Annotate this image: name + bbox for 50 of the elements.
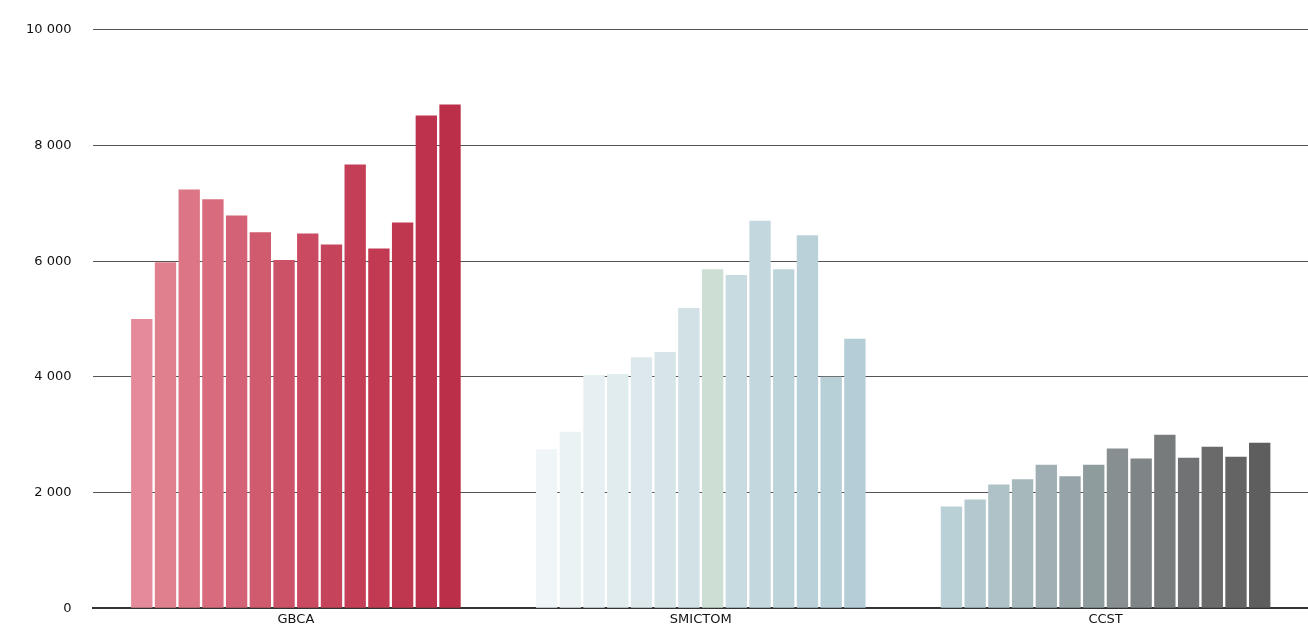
- bar: [701, 269, 724, 608]
- bar: [368, 248, 390, 608]
- bar: [1201, 446, 1223, 608]
- bar: [249, 232, 272, 608]
- bar: [630, 357, 653, 608]
- bar: [1106, 448, 1129, 608]
- bar: [583, 375, 605, 608]
- bar: [273, 260, 295, 608]
- bar: [820, 376, 842, 608]
- y-tick-label: 2 000: [34, 483, 72, 499]
- bar: [1177, 457, 1200, 608]
- bar: [344, 164, 366, 608]
- bar: [1059, 476, 1081, 608]
- bar: [964, 499, 986, 608]
- bar: [654, 351, 676, 608]
- bar: [154, 262, 177, 608]
- bar: [607, 373, 629, 608]
- x-tick-label: CCST: [1088, 611, 1123, 627]
- bar: [439, 104, 461, 608]
- bar: [749, 220, 771, 608]
- bar: [178, 189, 200, 608]
- bar: [415, 115, 437, 608]
- bar: [796, 235, 819, 608]
- bar: [559, 431, 581, 608]
- bar: [225, 215, 248, 608]
- bar: [1154, 434, 1176, 608]
- bar: [1011, 479, 1034, 608]
- y-tick-label: 0: [63, 599, 72, 615]
- bar: [1130, 458, 1152, 608]
- y-tick-label: 8 000: [34, 136, 72, 152]
- bar: [1225, 456, 1247, 608]
- bar: [1035, 464, 1057, 608]
- bar: [131, 319, 153, 608]
- bar: [1083, 464, 1105, 608]
- bar: [297, 233, 319, 608]
- y-tick-label: 10 000: [25, 21, 72, 37]
- bar: [678, 308, 700, 608]
- bar: [988, 484, 1010, 608]
- bar: [202, 199, 224, 608]
- y-tick-label: 6 000: [34, 252, 72, 268]
- bar: [725, 275, 747, 608]
- y-tick-label: 4 000: [34, 368, 72, 384]
- bar: [320, 244, 343, 608]
- x-tick-label: GBCA: [277, 611, 315, 627]
- bar: [535, 449, 558, 608]
- bar: [391, 222, 414, 608]
- bar: [773, 269, 795, 608]
- x-tick-label: SMICTOM: [669, 611, 732, 627]
- bar: [940, 506, 963, 608]
- bar: [844, 338, 866, 608]
